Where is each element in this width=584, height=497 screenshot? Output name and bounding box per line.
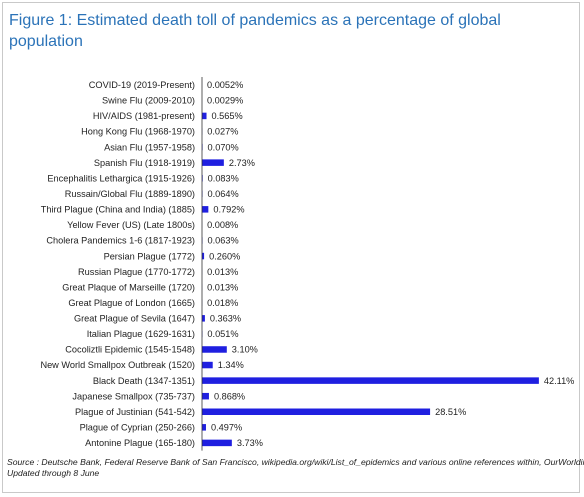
category-label: Swine Flu (2009-2010) [102, 96, 195, 106]
category-label: Spanish Flu (1918-1919) [94, 158, 195, 168]
bar [202, 252, 205, 260]
category-label: Persian Plague (1772) [104, 251, 195, 261]
value-label: 0.497% [211, 423, 242, 433]
value-label: 0.868% [214, 391, 245, 401]
bar [202, 377, 539, 384]
footer: Source : Deutsche Bank, Federal Reserve … [7, 457, 584, 479]
category-label: Great Plague of London (1665) [68, 298, 195, 308]
value-label: 3.73% [237, 438, 263, 448]
value-label: 0.051% [207, 329, 238, 339]
bar [202, 361, 213, 369]
category-label: New World Smallpox Outbreak (1520) [40, 360, 195, 370]
bar [202, 159, 224, 166]
category-label: Italian Plague (1629-1631) [87, 329, 195, 339]
updated-note: Updated through 8 June [7, 468, 100, 478]
value-label: 0.008% [207, 220, 238, 230]
value-label: 0.565% [212, 111, 243, 121]
bars [202, 81, 539, 447]
value-label: 0.083% [208, 173, 239, 183]
category-label: Antonine Plague (165-180) [85, 438, 195, 448]
category-label: Cocoliztli Epidemic (1545-1548) [65, 345, 195, 355]
category-label: COVID-19 (2019-Present) [89, 80, 195, 90]
bar [202, 439, 232, 447]
value-label: 3.10% [232, 345, 258, 355]
value-labels: 0.0052% 0.0029% 0.565% 0.027% 0.070% 2.73% 0.0… [207, 80, 574, 448]
value-label: 0.0029% [207, 96, 243, 106]
bar [202, 392, 209, 400]
category-label: Japanese Smallpox (735-737) [72, 391, 195, 401]
figure-title: Figure 1: Estimated death toll of pandem… [9, 12, 501, 50]
category-label: Third Plague (China and India) (1885) [41, 205, 195, 215]
value-label: 0.027% [207, 127, 238, 137]
category-label: Asian Flu (1957-1958) [104, 142, 195, 152]
category-label: Russain/Global Flu (1889-1890) [65, 189, 195, 199]
category-label: Plague of Justinian (541-542) [75, 407, 195, 417]
bar [202, 424, 206, 431]
value-label: 0.063% [208, 236, 239, 246]
value-label: 0.013% [207, 282, 238, 292]
value-label: 0.792% [213, 205, 244, 215]
value-label: 0.260% [209, 251, 240, 261]
category-label: Yellow Fever (US) (Late 1800s) [67, 220, 195, 230]
category-label: Black Death (1347-1351) [93, 376, 195, 386]
value-label: 0.363% [210, 314, 241, 324]
category-label: Russian Plague (1770-1772) [78, 267, 195, 277]
category-label: Great Plague of Sevila (1647) [74, 314, 195, 324]
bar [202, 315, 205, 322]
bar-chart: COVID-19 (2019-Present) Swine Flu (2009-2… [40, 77, 574, 451]
category-labels: COVID-19 (2019-Present) Swine Flu (2009-2… [40, 80, 195, 448]
bar [202, 346, 227, 353]
value-label: 42.11% [544, 376, 574, 386]
bar [202, 408, 431, 416]
value-label: 2.73% [229, 158, 255, 168]
source-note: Source : Deutsche Bank, Federal Reserve … [7, 457, 584, 467]
category-label: Encephalitis Lethargica (1915-1926) [47, 173, 195, 183]
value-label: 0.070% [208, 142, 239, 152]
bar [202, 206, 209, 213]
category-label: HIV/AIDS (1981-present) [93, 111, 195, 121]
category-label: Cholera Pandemics 1-6 (1817-1923) [46, 236, 195, 246]
category-label: Hong Kong Flu (1968-1970) [81, 127, 195, 137]
value-label: 28.51% [435, 407, 466, 417]
category-label: Plague of Cyprian (250-266) [80, 423, 195, 433]
value-label: 0.0052% [207, 80, 243, 90]
value-label: 0.013% [207, 267, 238, 277]
value-label: 0.018% [207, 298, 238, 308]
value-label: 0.064% [208, 189, 239, 199]
category-label: Great Plaque of Marseille (1720) [62, 282, 195, 292]
bar [202, 112, 207, 120]
value-label: 1.34% [218, 360, 244, 370]
